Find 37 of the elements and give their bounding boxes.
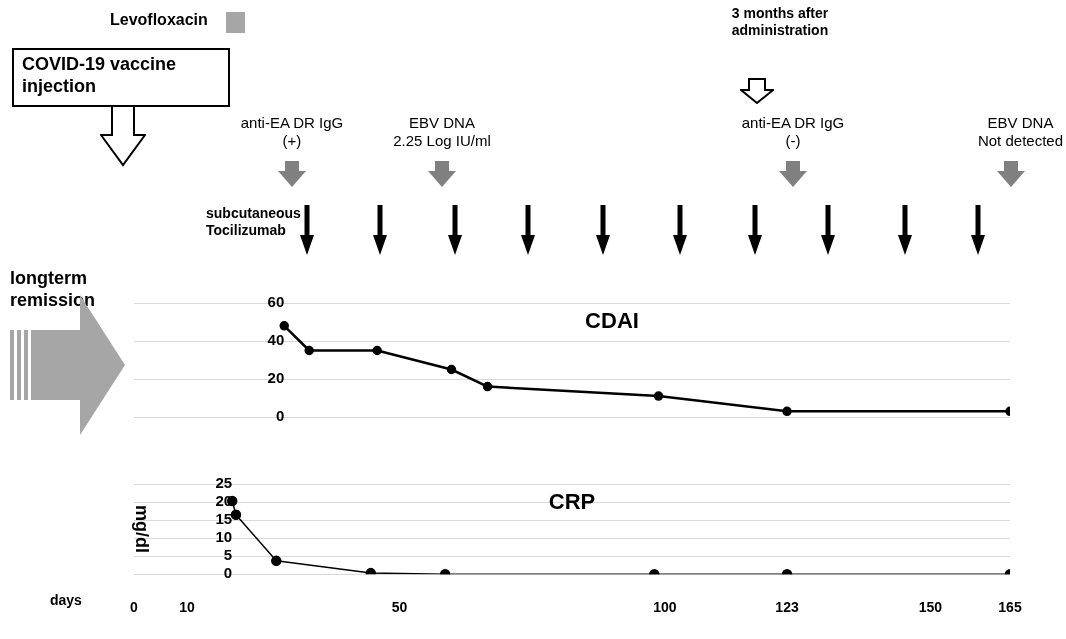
text: longterm remission [10,268,96,312]
x-tick-label: 165 [998,599,1022,616]
y-tick-label: 25 [215,474,233,492]
point [446,364,457,375]
y-tick-label: 0 [275,407,285,425]
text: anti-EA DR IgG (-) [741,114,845,150]
x-tick-label: 100 [653,599,677,616]
y-tick-label: 15 [215,510,233,528]
y-tick-label: 5 [223,546,233,564]
x-axis-title: days [50,592,83,609]
text: EBV DNA Not detected [977,114,1063,150]
x-tick-label: 150 [918,599,943,616]
chart-title: CRP [548,489,596,515]
text: EBV DNA 2.25 Log IU/ml [393,114,491,150]
x-tick-label: 10 [179,599,196,616]
y-tick-label: 60 [267,293,285,311]
text: anti-EA DR IgG (+) [240,114,344,150]
text: subcutaneous Tocilizumab [206,205,301,239]
text: 3 months after administration [731,5,829,39]
text: Levofloxacin [110,10,208,30]
point [304,345,314,356]
x-tick-label: 123 [775,599,799,616]
x-tick-label: 50 [391,599,408,616]
y-tick-label: 40 [267,331,285,349]
y-tick-label: 20 [267,369,285,387]
text: COVID-19 vaccine injection [12,48,230,108]
point [782,406,792,417]
point [482,381,493,392]
chart-title: CDAI [585,308,639,334]
y-tick-label: 0 [223,564,233,582]
point [653,391,664,401]
point [279,321,289,331]
y-axis-title: mg/dl [131,505,152,554]
point [230,509,242,520]
point [372,345,382,356]
x-tick-label: 0 [130,599,139,616]
y-tick-label: 10 [215,528,233,546]
